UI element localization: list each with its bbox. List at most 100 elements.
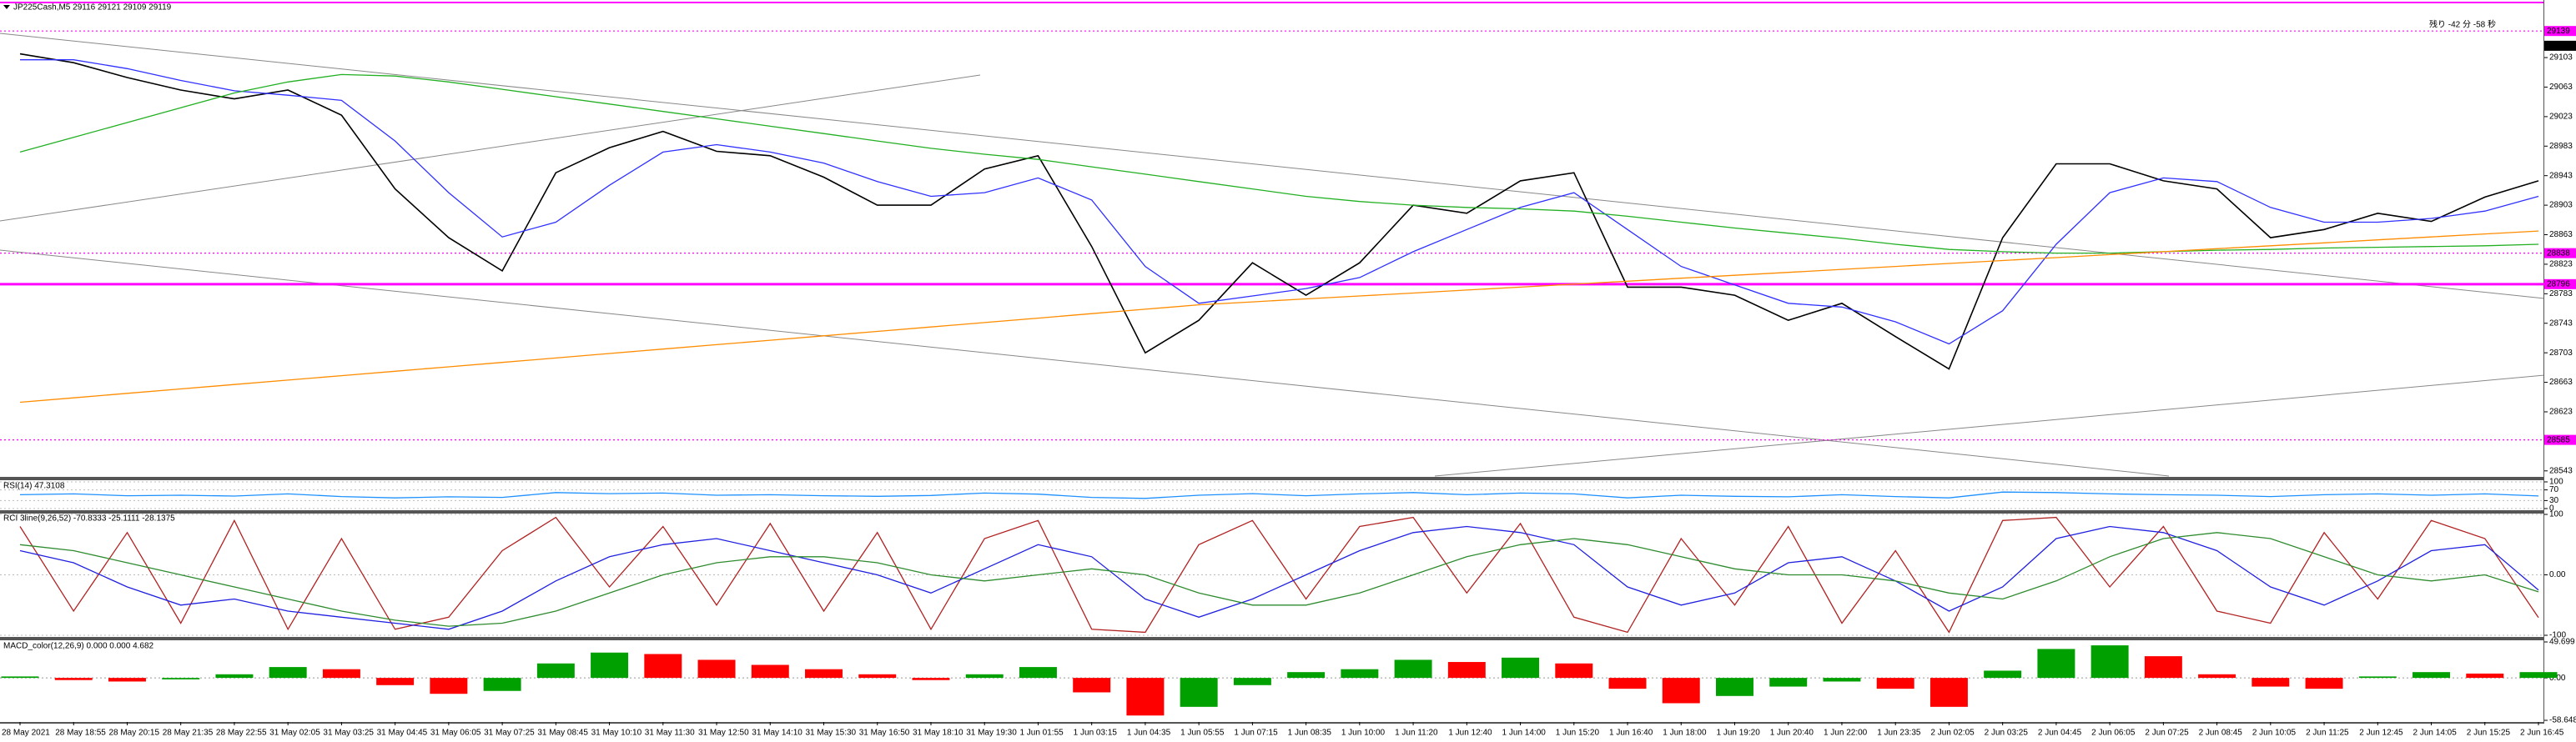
histogram-bar: [1394, 659, 1432, 679]
histogram-bar: [1019, 667, 1057, 679]
histogram-bar: [376, 678, 415, 685]
x-tick-label: 31 May 16:50: [859, 729, 910, 738]
y-tick-label: 49.699: [2549, 638, 2575, 647]
series-line: [19, 53, 2539, 370]
panel-border: [0, 510, 2544, 514]
x-tick-label: 31 May 03:25: [323, 729, 374, 738]
histogram-bar: [1287, 672, 1326, 679]
x-tick-label: 1 Jun 22:00: [1824, 729, 1868, 738]
level-label-box: [2544, 278, 2576, 289]
x-tick-label: 1 Jun 08:35: [1288, 729, 1332, 738]
x-tick-label: 1 Jun 01:55: [1019, 729, 1064, 738]
histogram-bar: [1180, 678, 1218, 707]
y-tick-label: -58.648: [2549, 716, 2576, 725]
x-tick-label: 31 May 14:10: [752, 729, 802, 738]
x-tick-label: 2 Jun 07:25: [2145, 729, 2189, 738]
y-tick-label: 28863: [2549, 230, 2573, 239]
histogram-bar: [483, 678, 521, 691]
histogram-bar: [1769, 678, 1808, 687]
histogram-bar: [108, 678, 146, 682]
x-tick-label: 1 Jun 20:40: [1770, 729, 1814, 738]
histogram-bar: [1341, 669, 1379, 679]
histogram-bar: [536, 663, 575, 679]
level-label-box: [2544, 248, 2576, 258]
level-label-box: [2544, 26, 2576, 37]
x-tick-label: 31 May 19:30: [966, 729, 1017, 738]
level-label: 28585: [2547, 435, 2570, 444]
y-tick-label: 29023: [2549, 113, 2573, 122]
panel-border: [0, 477, 2544, 480]
histogram-bar: [269, 667, 307, 679]
histogram-bar: [2198, 674, 2236, 679]
histogram-bar: [1716, 678, 1753, 696]
x-tick-label: 1 Jun 12:40: [1448, 729, 1492, 738]
histogram-bar: [2090, 645, 2129, 679]
histogram-bar: [54, 678, 93, 680]
y-tick-label: 29103: [2549, 53, 2573, 63]
x-tick-label: 1 Jun 11:20: [1395, 729, 1438, 738]
x-tick-label: 28 May 22:55: [216, 729, 267, 738]
histogram-bar: [2037, 649, 2075, 679]
histogram-bar: [215, 674, 254, 679]
x-tick-label: 28 May 18:55: [55, 729, 106, 738]
histogram-bar: [2519, 672, 2558, 679]
x-tick-label: 2 Jun 14:05: [2413, 729, 2458, 738]
x-tick-label: 2 Jun 04:45: [2038, 729, 2082, 738]
series-line: [19, 230, 2539, 404]
x-tick-label: 28 May 2021: [2, 729, 50, 738]
y-tick-label: 28743: [2549, 318, 2573, 328]
histogram-bar: [1126, 678, 1165, 716]
x-tick-label: 2 Jun 10:05: [2252, 729, 2297, 738]
x-tick-label: 2 Jun 02:05: [1930, 729, 1975, 738]
x-tick-label: 1 Jun 23:35: [1877, 729, 1921, 738]
y-tick-label: 28543: [2549, 466, 2573, 475]
histogram-bar: [1662, 678, 1700, 704]
menu-triangle[interactable]: [3, 5, 10, 9]
x-tick-label: 2 Jun 12:45: [2359, 729, 2403, 738]
level-label: 28796: [2547, 279, 2570, 288]
x-tick-label: 1 Jun 18:00: [1663, 729, 1707, 738]
x-tick-label: 31 May 07:25: [484, 729, 535, 738]
series-line: [19, 532, 2539, 627]
x-tick-label: 1 Jun 15:20: [1556, 729, 1600, 738]
histogram-bar: [2305, 678, 2343, 689]
histogram-bar: [591, 652, 629, 679]
histogram-bar: [912, 678, 950, 680]
last-price-label: 29119: [2547, 42, 2570, 51]
y-tick-label: 0.00: [2549, 674, 2566, 683]
trend-line: [0, 74, 981, 222]
x-tick-label: 31 May 11:30: [645, 729, 695, 738]
x-tick-label: 1 Jun 16:40: [1609, 729, 1653, 738]
x-tick-label: 2 Jun 06:05: [2091, 729, 2136, 738]
histogram-bar: [2144, 656, 2182, 679]
histogram-bar: [1073, 678, 1111, 693]
level-label: 29139: [2547, 27, 2570, 36]
y-tick-label: 0: [2549, 504, 2554, 514]
x-tick-label: 31 May 18:10: [913, 729, 963, 738]
y-tick-label: 28823: [2549, 260, 2573, 269]
panel-title: MACD_color(12,26,9) 0.000 0.000 4.682: [3, 642, 154, 651]
y-tick-label: 28663: [2549, 378, 2573, 387]
series-line: [19, 491, 2539, 499]
histogram-bar: [805, 669, 843, 679]
histogram-bar: [322, 669, 360, 679]
histogram-bar: [1929, 678, 1968, 707]
x-tick-label: 2 Jun 16:45: [2520, 729, 2564, 738]
series-line: [19, 525, 2539, 630]
x-tick-label: 2 Jun 11:25: [2306, 729, 2349, 738]
panel-title: RSI(14) 47.3108: [3, 482, 65, 491]
histogram-bar: [751, 664, 789, 679]
x-tick-label: 31 May 06:05: [430, 729, 481, 738]
y-tick-label: 28783: [2549, 289, 2573, 298]
x-tick-label: 2 Jun 03:25: [1985, 729, 2029, 738]
y-tick-label: 100: [2549, 510, 2563, 519]
y-tick-label: 28983: [2549, 142, 2573, 151]
histogram-bar: [1984, 670, 2022, 679]
trend-line: [0, 249, 2170, 477]
trend-line: [1434, 374, 2545, 477]
y-tick-label: 0.00: [2549, 570, 2566, 579]
x-tick-label: 31 May 15:30: [806, 729, 857, 738]
panel-borders: [0, 0, 2544, 724]
